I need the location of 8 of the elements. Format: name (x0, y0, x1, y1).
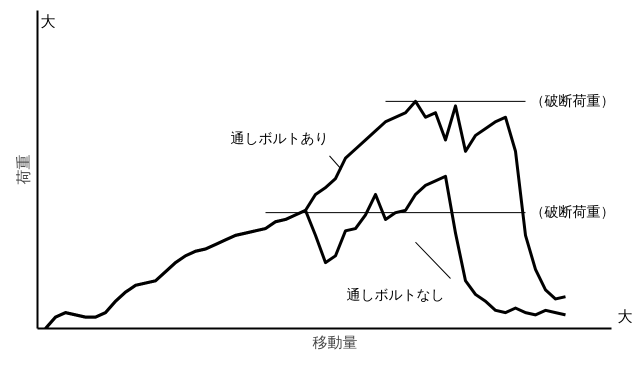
text: 大 (618, 308, 632, 326)
ref-line-label: （破断荷重） (530, 93, 614, 110)
series-label: 通しボルトあり (230, 130, 328, 147)
text: 大 (40, 12, 56, 30)
y-axis-title: 荷重 (14, 154, 32, 184)
x-axis-title: 移動量 (312, 334, 358, 352)
series-label: 通しボルトなし (346, 288, 444, 304)
ref-line-label: （破断荷重） (530, 204, 614, 221)
